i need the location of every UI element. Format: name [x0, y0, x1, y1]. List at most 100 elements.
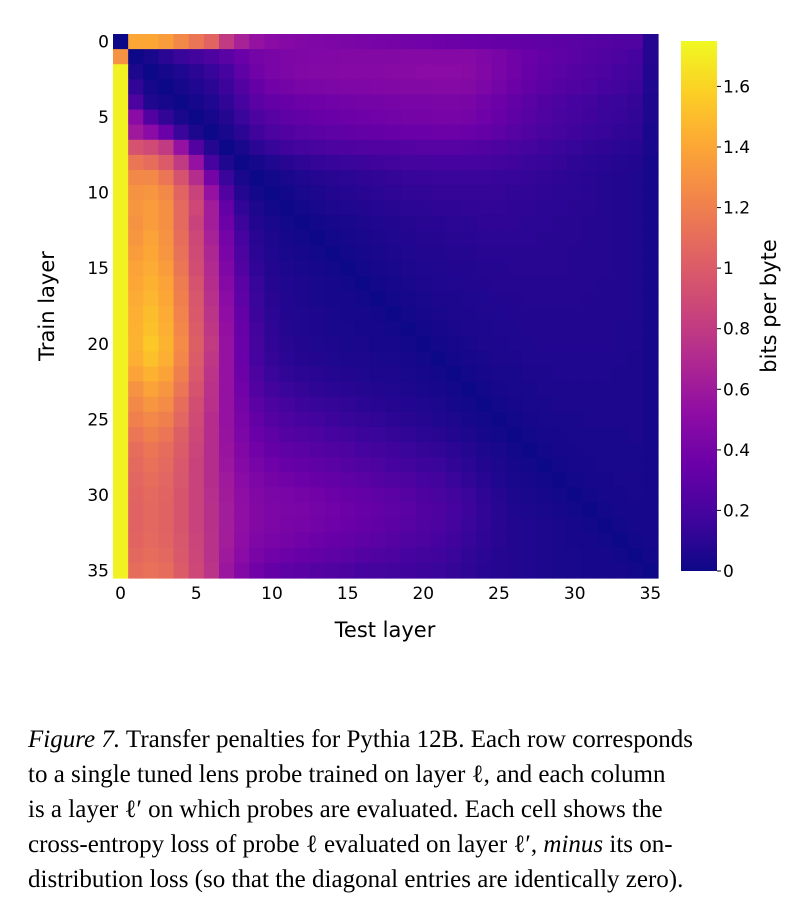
heatmap-cell — [158, 94, 175, 111]
heatmap-cell — [521, 124, 538, 141]
heatmap-cell — [218, 170, 235, 186]
heatmap-cell — [552, 381, 568, 398]
heatmap-cell — [355, 517, 371, 534]
heatmap-cell — [612, 366, 629, 383]
heatmap-cell — [279, 185, 296, 201]
heatmap-cell — [370, 34, 387, 50]
heatmap-cell — [128, 336, 144, 352]
heatmap-cell — [218, 185, 235, 201]
heatmap-cell — [370, 170, 387, 186]
heatmap-cell — [597, 351, 614, 368]
heatmap-cell — [446, 396, 462, 413]
heatmap-cell — [324, 306, 341, 322]
heatmap-cell — [567, 442, 583, 458]
heatmap-cell — [552, 260, 568, 277]
heatmap-cell — [627, 517, 644, 534]
heatmap-cell — [627, 290, 644, 307]
heatmap-cell — [627, 215, 644, 232]
heatmap-cell — [309, 351, 326, 368]
heatmap-cell — [218, 290, 235, 307]
heatmap-cell — [567, 215, 583, 232]
heatmap-cell — [446, 381, 462, 398]
heatmap-cell — [218, 306, 235, 322]
heatmap-cell — [476, 502, 493, 519]
heatmap-cell — [597, 124, 614, 141]
heatmap-cell — [627, 64, 644, 80]
heatmap-cell — [128, 411, 144, 428]
heatmap-cell — [521, 547, 538, 564]
heatmap-cell — [400, 185, 417, 201]
heatmap-cell — [370, 139, 387, 156]
heatmap-cell — [552, 472, 568, 488]
heatmap-cell — [340, 487, 356, 504]
heatmap-cell — [400, 260, 417, 277]
heatmap-cell — [461, 426, 477, 443]
heatmap-cell — [582, 411, 599, 428]
heatmap-cell — [612, 275, 629, 292]
heatmap-cell — [309, 306, 326, 322]
heatmap-cell — [582, 109, 599, 126]
heatmap-cell — [234, 230, 250, 247]
heatmap-cell — [415, 139, 432, 156]
heatmap-cell — [294, 79, 311, 96]
heatmap-cell — [491, 442, 508, 458]
heatmap-cell — [128, 109, 144, 126]
heatmap-cell — [476, 426, 493, 443]
heatmap-cell — [203, 124, 220, 141]
heatmap-cell — [400, 502, 417, 519]
heatmap-cell — [294, 185, 311, 201]
heatmap-cell — [340, 215, 356, 232]
heatmap-cell — [582, 79, 599, 96]
heatmap-cell — [642, 321, 659, 337]
heatmap-cell — [340, 547, 356, 564]
heatmap-cell — [552, 170, 568, 186]
heatmap-cell — [264, 94, 281, 111]
heatmap-cell — [370, 124, 387, 141]
heatmap-cell — [612, 472, 629, 488]
heatmap-cell — [128, 215, 144, 232]
heatmap-cell — [158, 562, 175, 579]
heatmap-cell — [143, 502, 160, 519]
heatmap-cell — [279, 154, 296, 171]
heatmap-cell — [355, 139, 371, 156]
heatmap-cell — [446, 124, 462, 141]
heatmap-cell — [218, 366, 235, 383]
heatmap-cell — [143, 185, 160, 201]
heatmap-cell — [113, 457, 129, 473]
heatmap-cell — [218, 245, 235, 262]
heatmap-cell — [536, 79, 553, 96]
heatmap-cell — [128, 185, 144, 201]
heatmap-cell — [582, 321, 599, 337]
heatmap-cell — [340, 230, 356, 247]
heatmap-cell — [491, 94, 508, 111]
caption-line-4: cross-entropy loss of probe ℓ evaluated … — [28, 827, 780, 862]
heatmap-cell — [385, 502, 402, 519]
heatmap-cell — [521, 321, 538, 337]
heatmap-cell — [461, 321, 477, 337]
heatmap-cell — [491, 215, 508, 232]
heatmap-cell — [446, 306, 462, 322]
heatmap-cell — [340, 336, 356, 352]
heatmap-cell — [324, 517, 341, 534]
heatmap-cell — [552, 426, 568, 443]
heatmap-cell — [173, 336, 190, 352]
heatmap-cell — [158, 275, 175, 292]
heatmap-cell — [279, 562, 296, 579]
heatmap-cell — [597, 200, 614, 216]
heatmap-cell — [279, 139, 296, 156]
heatmap-cell — [430, 532, 447, 549]
heatmap-cell — [113, 170, 129, 186]
heatmap-cell — [415, 230, 432, 247]
heatmap-cell — [642, 185, 659, 201]
heatmap-cell — [188, 34, 205, 50]
heatmap-cell — [279, 124, 296, 141]
heatmap-cell — [294, 487, 311, 504]
heatmap-cell — [430, 124, 447, 141]
heatmap-cell — [461, 64, 477, 80]
heatmap-cell — [249, 562, 265, 579]
heatmap-cell — [506, 532, 523, 549]
heatmap-cell — [476, 306, 493, 322]
heatmap-cell — [234, 200, 250, 216]
heatmap-cell — [430, 426, 447, 443]
heatmap-cell — [264, 139, 281, 156]
